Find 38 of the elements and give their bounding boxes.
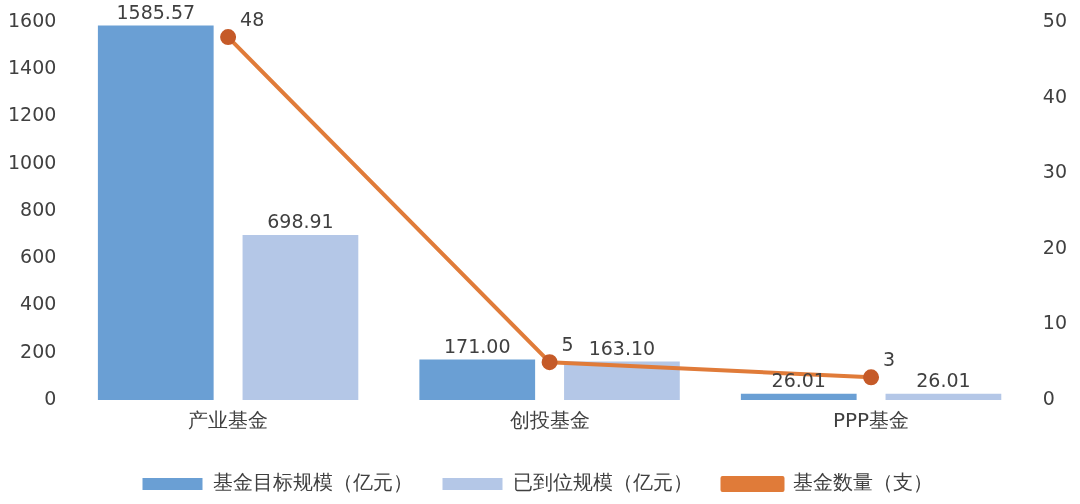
y2-tick-label: 40 (1042, 84, 1068, 107)
data-label: 26.01 (771, 369, 826, 392)
y2-tick-label: 10 (1042, 311, 1068, 334)
y-tick-label: 0 (44, 386, 57, 409)
y-tick-label: 1600 (7, 8, 57, 31)
point (863, 369, 880, 386)
y2-tick-label: 0 (1042, 386, 1055, 409)
data-label: 1585.57 (116, 0, 196, 23)
data-label: 163.10 (588, 336, 656, 359)
bar (740, 393, 857, 400)
data-label: 3 (883, 348, 896, 371)
bar (242, 234, 359, 400)
y-tick-label: 800 (20, 197, 57, 220)
y-tick-label: 600 (20, 245, 57, 268)
y-tick-label: 200 (20, 339, 57, 362)
x-tick-label: 创投基金 (509, 408, 590, 433)
y2-tick-label: 50 (1042, 8, 1068, 31)
bar (885, 393, 1002, 400)
legend-label: 已到位规模（亿元） (512, 470, 693, 495)
y2-tick-label: 20 (1042, 235, 1068, 258)
legend-label: 基金目标规模（亿元） (212, 470, 413, 495)
y-tick-label: 1200 (7, 103, 57, 126)
x-tick-label: PPP基金 (832, 408, 910, 433)
bar (419, 359, 536, 400)
y2-tick-label: 30 (1042, 160, 1068, 183)
y-tick-label: 1000 (7, 150, 57, 173)
x-tick-label: 产业基金 (188, 408, 269, 433)
y-tick-label: 1400 (7, 56, 57, 79)
legend-label: 基金数量（支） (792, 470, 933, 495)
point (220, 29, 237, 46)
data-label: 48 (240, 8, 265, 31)
point (541, 354, 558, 371)
data-label: 698.91 (267, 210, 334, 233)
data-label: 171.00 (444, 335, 511, 358)
data-label: 5 (561, 333, 574, 356)
y-tick-label: 400 (20, 292, 57, 315)
data-label: 26.01 (916, 369, 971, 392)
bar (97, 25, 214, 400)
